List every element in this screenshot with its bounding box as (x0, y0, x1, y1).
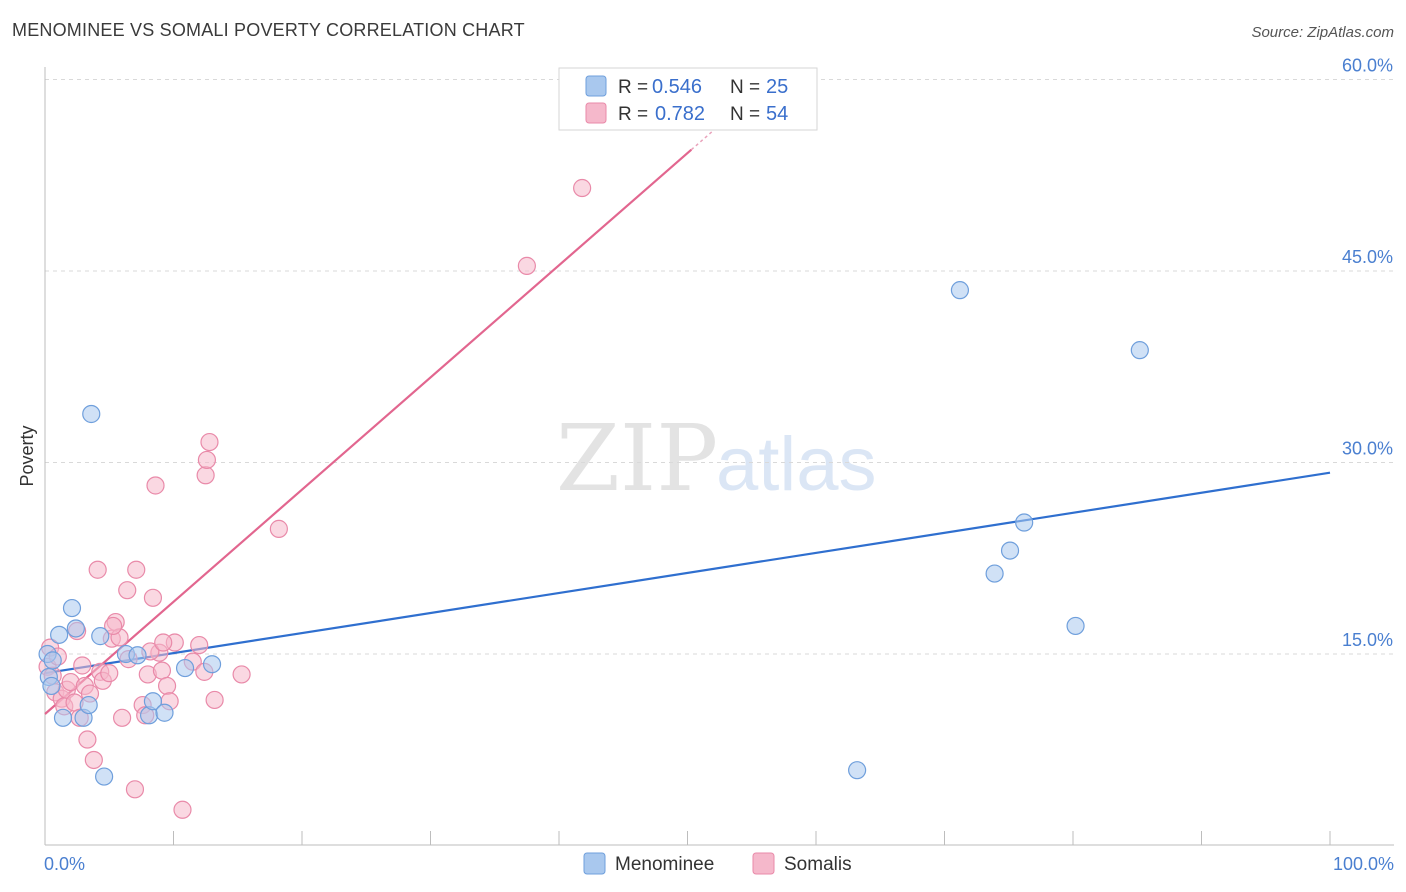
y-axis-title: Poverty (17, 425, 37, 486)
x-ticks (44, 831, 1331, 845)
stats-r-label-menominee: R = (618, 77, 648, 98)
stats-swatch-menominee (585, 75, 607, 97)
point-somalis-14 (78, 730, 97, 749)
y-tick-label-45: 45.0% (1342, 247, 1393, 267)
point-somalis-37 (157, 676, 177, 696)
axes (44, 67, 1394, 846)
point-somalis-25 (112, 708, 132, 727)
point-menominee-21 (950, 281, 970, 300)
point-menominee-19 (202, 655, 222, 674)
point-menominee-26 (1130, 341, 1149, 360)
watermark: ZIP atlas (556, 405, 877, 512)
point-somalis-26 (118, 581, 137, 600)
stats-n-label-somalis: N = (730, 104, 760, 125)
point-menominee-25 (1066, 616, 1085, 636)
point-somalis-12 (73, 656, 92, 675)
stats-r-label-somalis: R = (618, 104, 648, 125)
point-somalis-50 (517, 256, 536, 275)
point-menominee-22 (985, 564, 1004, 583)
stats-n-label-menominee: N = (730, 77, 760, 98)
point-menominee-24 (1015, 513, 1034, 532)
legend-swatch-somalis (752, 852, 775, 875)
trendline-menominee (44, 471, 1331, 675)
trendline-somalis (44, 148, 693, 715)
point-menominee-5 (62, 598, 82, 618)
point-somalis-34 (146, 476, 165, 495)
point-menominee-4 (50, 625, 69, 644)
point-somalis-45 (197, 450, 217, 470)
point-menominee-14 (128, 646, 147, 665)
point-somalis-20 (100, 664, 119, 683)
point-somalis-47 (205, 690, 224, 710)
point-menominee-18 (175, 658, 195, 678)
point-somalis-36 (152, 661, 172, 680)
legend-swatch-menominee (583, 852, 606, 875)
point-somalis-40 (173, 800, 192, 819)
point-somalis-53 (154, 633, 173, 652)
point-menominee-2 (42, 676, 61, 696)
watermark-zip: ZIP (556, 405, 718, 512)
point-menominee-23 (1000, 541, 1020, 560)
stats-legend: R = 0.546 N = 25 R = 0.782 N = 54 (558, 67, 818, 131)
point-somalis-16 (84, 750, 103, 770)
point-somalis-42 (190, 635, 209, 655)
point-menominee-16 (143, 692, 163, 711)
point-somalis-44 (196, 466, 215, 485)
y-tick-label-60: 60.0% (1342, 56, 1393, 76)
y-tick-label-15: 15.0% (1342, 630, 1393, 650)
stats-n-value-somalis: 54 (766, 103, 788, 125)
point-menominee-3 (43, 651, 62, 670)
point-menominee-20 (848, 761, 867, 780)
stats-swatch-somalis (585, 102, 607, 124)
point-somalis-24 (104, 616, 123, 636)
point-somalis-49 (269, 519, 288, 538)
stats-r-value-menominee: 0.546 (652, 76, 702, 98)
point-menominee-10 (82, 404, 101, 424)
source-label: Source: ZipAtlas.com (1251, 24, 1394, 41)
point-somalis-48 (232, 665, 251, 684)
x-tick-label-min: 0.0% (44, 854, 85, 874)
watermark-atlas: atlas (716, 422, 877, 507)
stats-r-value-somalis: 0.782 (655, 103, 705, 125)
point-somalis-51 (573, 178, 592, 198)
y-tick-label-30: 30.0% (1342, 439, 1393, 459)
point-somalis-46 (200, 432, 219, 452)
point-somalis-33 (143, 588, 163, 607)
y-tick-labels: 15.0% 30.0% 45.0% 60.0% (1342, 56, 1393, 651)
legend-label-somalis: Somalis (784, 854, 852, 875)
point-somalis-28 (127, 560, 146, 579)
point-menominee-17 (155, 703, 174, 722)
x-tick-label-max: 100.0% (1333, 854, 1394, 874)
point-menominee-6 (66, 619, 85, 638)
point-menominee-9 (79, 695, 98, 715)
point-somalis-17 (88, 560, 107, 579)
chart-title: MENOMINEE VS SOMALI POVERTY CORRELATION … (12, 20, 525, 40)
point-menominee-7 (53, 708, 73, 727)
point-somalis-30 (125, 780, 145, 799)
legend-label-menominee: Menominee (615, 854, 714, 875)
stats-n-value-menominee: 25 (766, 76, 788, 98)
point-menominee-12 (95, 767, 114, 786)
point-menominee-11 (91, 627, 110, 646)
bottom-legend: Menominee Somalis (583, 852, 852, 875)
data-points (38, 178, 1149, 819)
